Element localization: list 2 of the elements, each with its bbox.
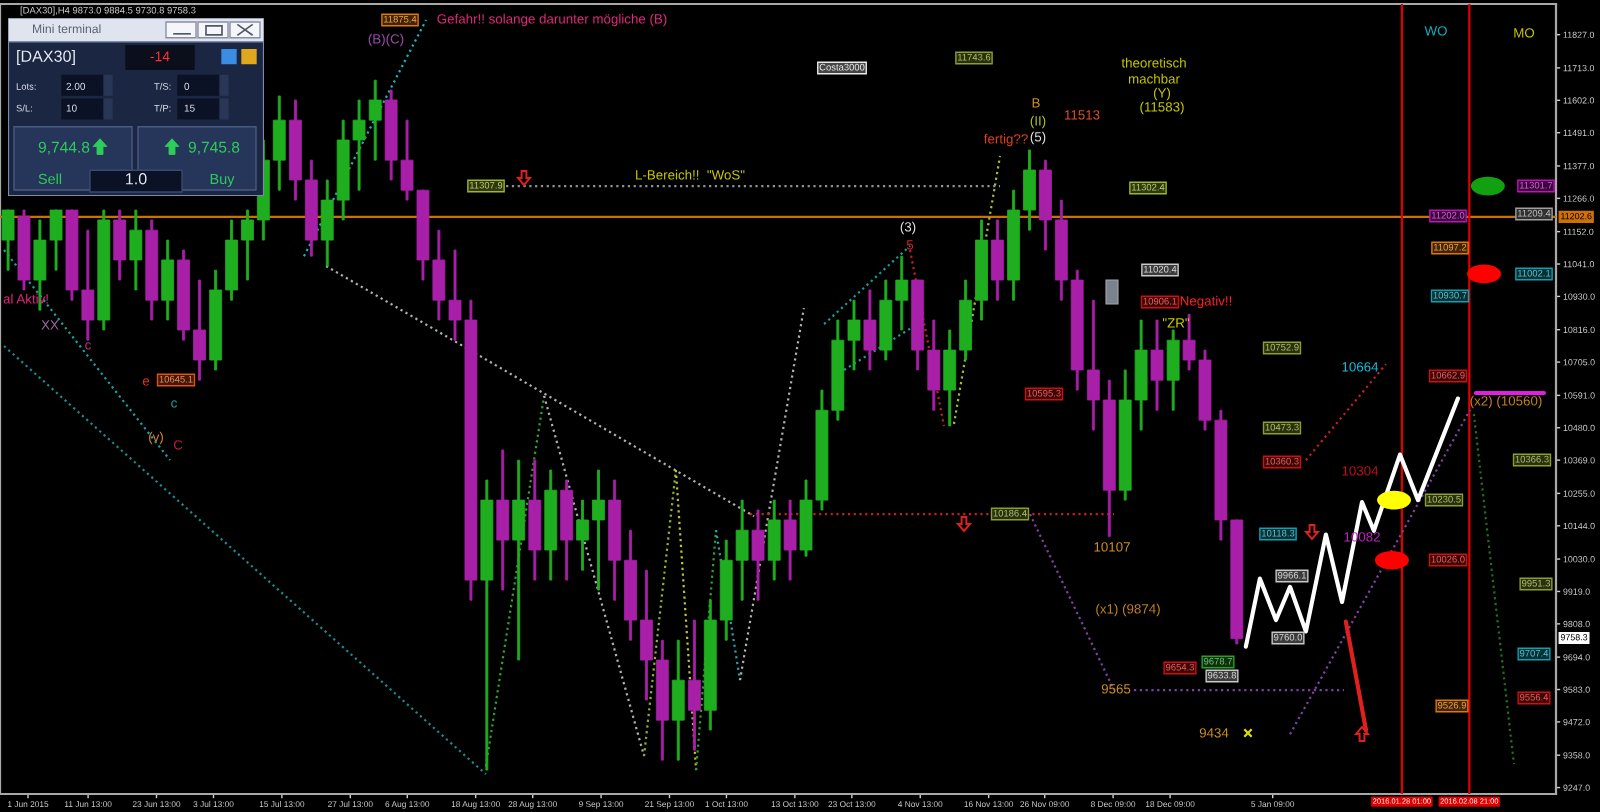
annotation: 1.0 xyxy=(126,173,147,185)
annotation: [DAX30] xyxy=(17,50,75,66)
